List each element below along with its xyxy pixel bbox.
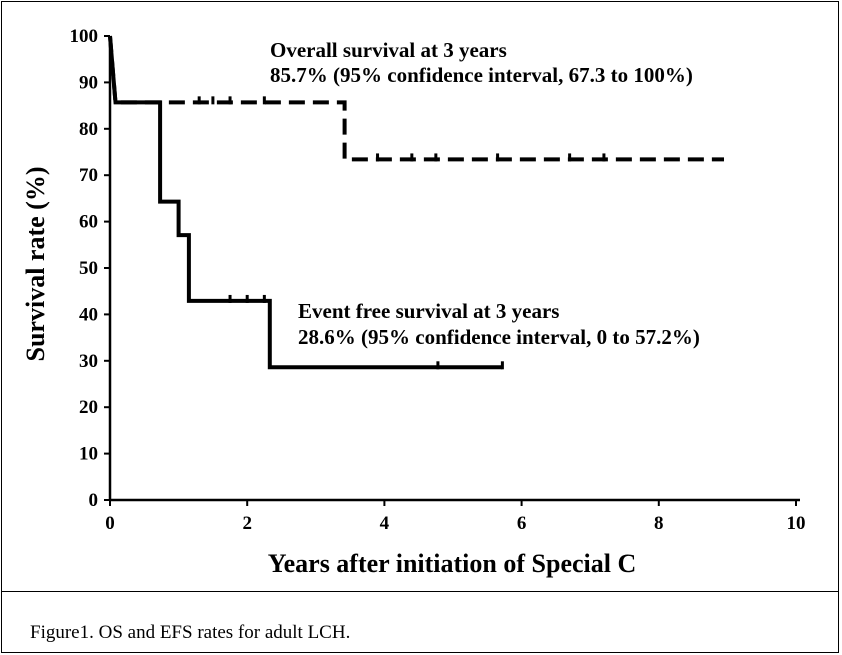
- y-tick-label: 100: [70, 26, 99, 47]
- y-axis-title: Survival rate (%): [21, 167, 50, 362]
- caption-box: Figure1. OS and EFS rates for adult LCH.: [1, 591, 839, 653]
- efs-annotation-line2: 28.6% (95% confidence interval, 0 to 57.…: [298, 325, 700, 349]
- os-annotation-line1: Overall survival at 3 years: [270, 38, 507, 62]
- y-tick-label: 70: [79, 165, 98, 186]
- efs-curve: [108, 35, 503, 370]
- x-tick-label: 2: [242, 513, 252, 534]
- y-tick-label: 80: [79, 119, 98, 140]
- y-tick-label: 20: [79, 397, 98, 418]
- x-axis-title: Years after initiation of Special C: [268, 549, 637, 578]
- y-tick-label: 50: [79, 258, 98, 279]
- x-tick-label: 8: [654, 513, 664, 534]
- x-tick-label: 4: [380, 513, 390, 534]
- y-tick-label: 60: [79, 212, 98, 233]
- y-tick-label: 40: [79, 304, 98, 325]
- y-ticks: 0 10 20 30 40 50 60 70 80 90 100: [70, 26, 110, 511]
- x-ticks: 0 2 4 6 8 10: [105, 500, 806, 534]
- os-annotation-line2: 85.7% (95% confidence interval, 67.3 to …: [270, 63, 693, 87]
- figure-caption: Figure1. OS and EFS rates for adult LCH.: [30, 622, 351, 643]
- y-tick-label: 10: [79, 444, 98, 465]
- x-tick-label: 6: [517, 513, 527, 534]
- survival-chart: 0 10 20 30 40 50 60 70 80 90 100 0 2 4 6 8 10 Years aft…: [21, 26, 806, 578]
- y-tick-label: 30: [79, 351, 98, 372]
- x-tick-label: 10: [787, 513, 806, 534]
- efs-annotation-line1: Event free survival at 3 years: [298, 299, 559, 323]
- y-tick-label: 0: [89, 490, 99, 511]
- x-tick-label: 0: [105, 513, 115, 534]
- series-group: [108, 35, 724, 370]
- y-tick-label: 90: [79, 72, 98, 93]
